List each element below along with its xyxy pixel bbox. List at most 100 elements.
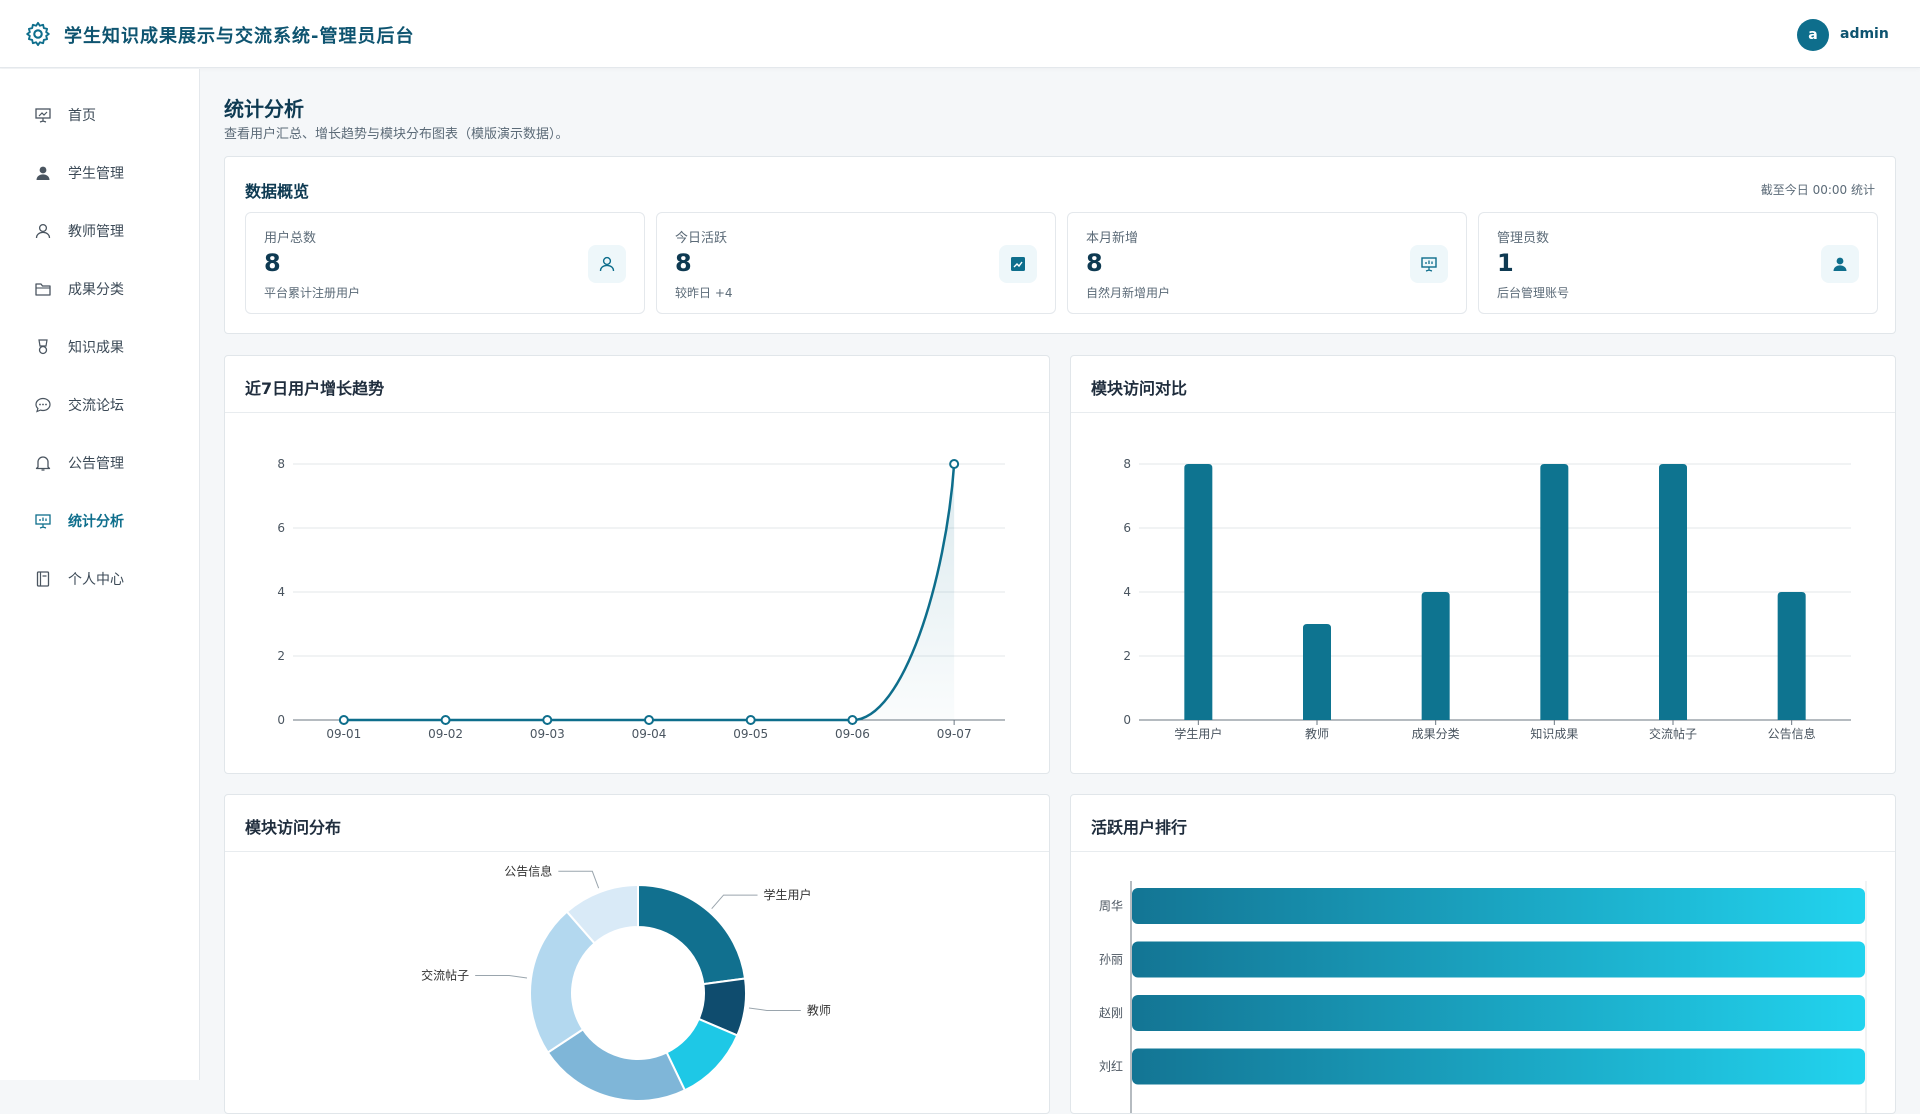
x-tick-label: 09-01 (326, 727, 361, 741)
gear-icon (26, 21, 50, 47)
hbar (1132, 888, 1865, 924)
x-tick-label: 交流帖子 (1649, 726, 1697, 741)
sidebar-item-achievements[interactable]: 知识成果 (0, 318, 199, 376)
avatar[interactable]: a (1797, 19, 1829, 51)
x-tick-label: 公告信息 (1768, 726, 1816, 741)
bar (1184, 464, 1213, 720)
sidebar-item-label: 学生管理 (68, 166, 124, 182)
bar (1777, 592, 1806, 720)
stat-card-admins[interactable]: 管理员数 1 后台管理账号 (1478, 212, 1878, 314)
x-tick-label: 09-04 (632, 727, 667, 741)
sidebar-item-profile[interactable]: 个人中心 (0, 550, 199, 608)
chart-title: 模块访问对比 (1091, 379, 1188, 398)
stat-value: 8 (264, 249, 281, 277)
chart-title: 活跃用户排行 (1091, 818, 1188, 837)
growth-trend-card: 近7日用户增长趋势 0 2 4 6 8 09-01 09-02 09-03 09-04 09-05… (224, 355, 1050, 774)
y-tick-label: 8 (1123, 457, 1131, 471)
overview-note: 截至今日 00:00 统计 (1760, 183, 1875, 197)
chart-title: 模块访问分布 (245, 818, 342, 837)
bar-chart: 0 2 4 6 8 学生用户 教师 成果分类 知识成果 交流帖子 公告信息 (1123, 457, 1851, 741)
y-tick-label: 0 (277, 713, 285, 727)
notebook-icon (36, 571, 50, 587)
chart-title: 近7日用户增长趋势 (245, 379, 385, 398)
bar (1659, 464, 1687, 720)
bell-icon (35, 456, 51, 471)
stat-label: 今日活跃 (675, 231, 728, 246)
x-tick-label: 成果分类 (1412, 727, 1460, 741)
overview-title: 数据概览 (245, 182, 310, 201)
x-tick-label: 09-02 (428, 727, 463, 741)
data-point (745, 715, 756, 725)
medal-icon (38, 339, 48, 355)
y-tick-label: 孙丽 (1099, 953, 1123, 967)
series-area (343, 464, 955, 720)
y-tick-label: 赵刚 (1099, 1006, 1123, 1020)
bar (1540, 464, 1569, 720)
y-tick-label: 6 (277, 521, 285, 535)
stat-card-active-today[interactable]: 今日活跃 8 较昨日 +4 (656, 212, 1056, 314)
sidebar-item-label: 教师管理 (68, 224, 124, 240)
pie-slice (565, 883, 639, 945)
stat-label: 用户总数 (264, 231, 317, 246)
y-tick-label: 6 (1123, 521, 1131, 535)
x-tick-label: 学生用户 (1174, 726, 1222, 741)
data-point (949, 459, 960, 469)
sidebar-item-announcements[interactable]: 公告管理 (0, 434, 199, 492)
y-tick-label: 刘红 (1099, 1059, 1123, 1074)
data-point (440, 715, 451, 725)
hbar (1132, 1048, 1865, 1085)
sidebar-item-label: 知识成果 (68, 340, 124, 356)
x-tick-label: 09-05 (733, 727, 768, 741)
y-tick-label: 0 (1123, 713, 1131, 727)
pie-label-line (711, 894, 758, 909)
chat-icon (35, 397, 51, 413)
module-distribution-card: 模块访问分布 学生用户 教师 交流帖子 公告信息 (224, 794, 1050, 1114)
sidebar-item-home[interactable]: 首页 (0, 86, 199, 144)
sidebar-item-label: 个人中心 (68, 572, 124, 588)
x-tick-label: 知识成果 (1530, 727, 1578, 741)
stat-desc: 后台管理账号 (1497, 286, 1570, 300)
user-outline-icon (35, 223, 51, 239)
data-point (644, 715, 654, 725)
sidebar: 首页 学生管理 教师管理 成果分类 知识成果 交流论坛 公告管理 统计分析 个人… (0, 69, 200, 1080)
folder-icon (35, 283, 51, 296)
sidebar-item-label: 公告管理 (68, 456, 124, 472)
app-title: 学生知识成果展示与交流系统-管理员后台 (64, 26, 415, 47)
x-tick-label: 09-03 (530, 727, 565, 741)
card-header: 模块访问对比 (1071, 356, 1895, 413)
pie-label-line (748, 1007, 801, 1011)
user-outline-icon (588, 245, 626, 283)
page-subtitle: 查看用户汇总、增长趋势与模块分布图表（模版演示数据）。 (224, 127, 569, 142)
sidebar-item-students[interactable]: 学生管理 (0, 144, 199, 202)
card-header: 活跃用户排行 (1071, 795, 1895, 852)
data-point (847, 715, 858, 725)
sidebar-item-label: 交流论坛 (68, 398, 124, 414)
sidebar-item-label: 统计分析 (68, 514, 124, 530)
y-tick-label: 周华 (1099, 899, 1123, 913)
stat-card-new-this-month[interactable]: 本月新增 8 自然月新增用户 (1067, 212, 1467, 314)
stat-card-total-users[interactable]: 用户总数 8 平台累计注册用户 (245, 212, 645, 314)
stat-desc: 较昨日 +4 (675, 286, 733, 300)
x-tick-label: 09-06 (835, 727, 870, 741)
username[interactable]: admin (1840, 26, 1889, 42)
sidebar-item-teachers[interactable]: 教师管理 (0, 202, 199, 260)
data-point (542, 715, 553, 725)
x-tick-label: 教师 (1305, 726, 1329, 741)
bar (1303, 624, 1331, 720)
stat-value: 1 (1497, 249, 1514, 277)
sidebar-item-statistics[interactable]: 统计分析 (0, 492, 199, 550)
sidebar-item-categories[interactable]: 成果分类 (0, 260, 199, 318)
active-users-ranking-card: 活跃用户排行 周华孙丽赵刚刘红 (1070, 794, 1896, 1114)
y-tick-label: 8 (277, 457, 285, 471)
y-tick-label: 4 (1123, 585, 1131, 599)
stat-value: 8 (675, 249, 692, 277)
y-tick-label: 2 (277, 649, 285, 663)
stat-label: 管理员数 (1497, 231, 1550, 246)
page-title: 统计分析 (224, 97, 304, 121)
series-line (343, 463, 956, 722)
sidebar-item-label: 成果分类 (68, 282, 124, 298)
sidebar-item-forum[interactable]: 交流论坛 (0, 376, 199, 434)
pie-label-line (558, 870, 600, 889)
